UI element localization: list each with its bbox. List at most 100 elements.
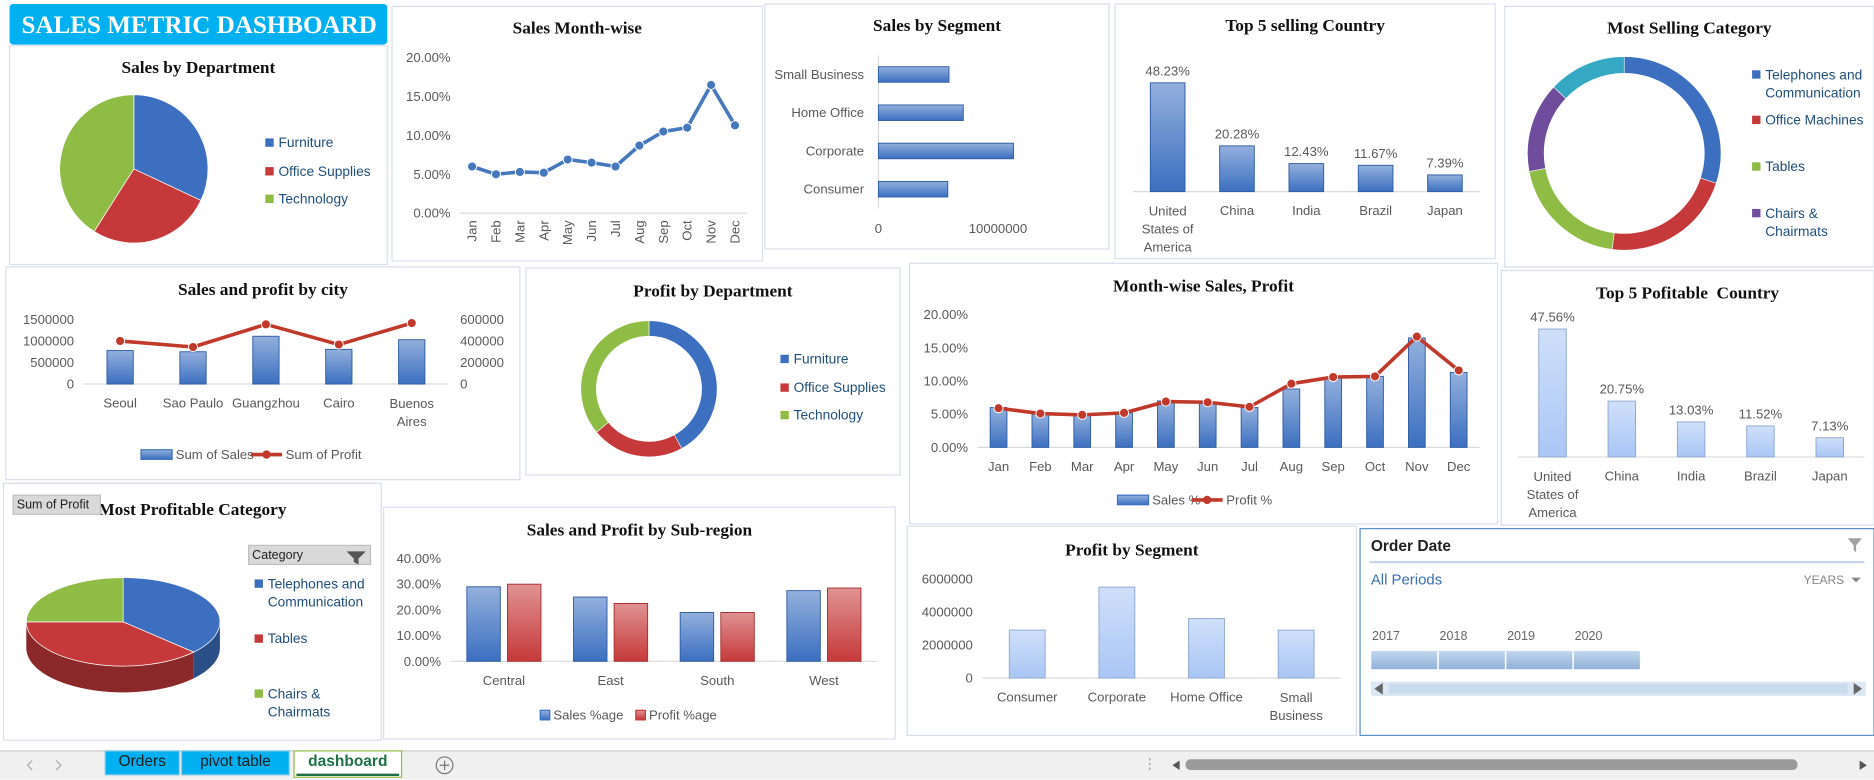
slice xyxy=(122,577,221,653)
y-tick-label: 2000000 xyxy=(922,637,973,652)
sheet-tab-label[interactable]: Orders xyxy=(119,753,167,770)
filter-button-label: Category xyxy=(252,548,304,562)
x-tick-label: Aug xyxy=(632,220,647,243)
sheet-tab[interactable] xyxy=(181,750,290,776)
y-tick-label: 0.00% xyxy=(413,206,451,221)
line-marker xyxy=(1411,331,1422,342)
y-tick-label: 20.00% xyxy=(406,50,451,65)
period-label: 2020 xyxy=(1575,629,1603,643)
bar xyxy=(573,596,608,662)
field-button[interactable] xyxy=(12,494,101,515)
slicer-level[interactable]: YEARS xyxy=(1804,573,1845,587)
bar xyxy=(989,407,1008,448)
slice xyxy=(93,168,202,244)
line-marker xyxy=(634,140,645,151)
x-tick-label: United States of America xyxy=(1527,469,1579,520)
bar xyxy=(1115,412,1133,448)
x-tick-label: Consumer xyxy=(997,690,1058,705)
slicer-selection[interactable]: All Periods xyxy=(1371,572,1442,589)
legend-label: Telephones and Communication xyxy=(1765,67,1862,100)
line-marker xyxy=(658,126,669,137)
x-tick-label: Corporate xyxy=(1088,690,1146,705)
legend-swatch xyxy=(1752,115,1761,125)
scroll-left[interactable] xyxy=(1374,682,1383,695)
legend-swatch xyxy=(1116,494,1150,506)
add-sheet-plus[interactable] xyxy=(439,760,450,771)
field-button-label: Sum of Profit xyxy=(17,498,90,512)
tab-prev[interactable] xyxy=(26,760,33,771)
tab-next[interactable] xyxy=(55,760,62,771)
x-tick-label: Nov xyxy=(1405,459,1429,474)
slice xyxy=(133,94,209,201)
hscroll-thumb[interactable] xyxy=(1185,759,1798,771)
scroll-right[interactable] xyxy=(1853,682,1863,695)
filter-icon[interactable] xyxy=(346,551,366,565)
hscroll-right[interactable] xyxy=(1859,760,1867,771)
bar xyxy=(877,180,949,198)
sheet-tab-label[interactable]: dashboard xyxy=(308,753,387,770)
legend-swatch xyxy=(1752,70,1761,79)
line-marker xyxy=(1035,408,1046,419)
clear-filter-icon[interactable] xyxy=(1847,538,1863,553)
bar xyxy=(877,66,950,83)
bar xyxy=(1188,618,1225,679)
x-tick-label: India xyxy=(1292,203,1321,218)
legend-label: Furniture xyxy=(278,135,333,150)
x-tick-label: Japan xyxy=(1427,203,1463,218)
y2-tick-label: 200000 xyxy=(460,355,504,370)
bar xyxy=(1538,328,1567,458)
x-tick-label: Cairo xyxy=(323,396,354,411)
line-marker xyxy=(1077,409,1088,420)
period-segment[interactable] xyxy=(1505,650,1574,671)
period-label: 2017 xyxy=(1372,629,1400,643)
legend-label: Sales % xyxy=(1152,492,1200,507)
y-tick-label: 1500000 xyxy=(23,312,74,327)
bar xyxy=(679,611,715,662)
sheet-tab[interactable] xyxy=(104,750,180,776)
add-sheet[interactable] xyxy=(435,756,454,775)
y-tick-label: 15.00% xyxy=(924,340,969,355)
sheet-tab[interactable] xyxy=(293,750,403,778)
level-dropdown[interactable] xyxy=(1851,577,1861,583)
y-tick-label: 15.00% xyxy=(406,89,451,104)
slicer-periods: 2017 2018 2019 2020 xyxy=(1370,629,1641,671)
y-tick-label: 10.00% xyxy=(924,374,969,389)
bar xyxy=(325,348,353,385)
legend-label: Sum of Sales xyxy=(176,447,254,462)
x-tick-label: Oct xyxy=(1365,459,1386,474)
x-tick-label: Jul xyxy=(1241,459,1258,474)
slice xyxy=(59,94,135,232)
chart-title: Profit by Department xyxy=(633,281,793,300)
x-tick-label: Sep xyxy=(1322,459,1345,474)
legend-marker xyxy=(1202,495,1212,505)
sheet-tab-label[interactable]: pivot table xyxy=(200,753,271,770)
period-segment[interactable] xyxy=(1370,650,1439,671)
filter-button[interactable] xyxy=(247,544,372,566)
timeline-scroll-thumb[interactable] xyxy=(1388,684,1848,694)
period-segment[interactable] xyxy=(1437,650,1506,671)
data-label: 20.75% xyxy=(1600,382,1645,397)
bar xyxy=(1282,388,1301,448)
line-marker xyxy=(706,79,717,90)
x-tick-label: Brazil xyxy=(1744,469,1777,484)
bar xyxy=(1676,421,1706,458)
period-segment[interactable] xyxy=(1572,650,1641,671)
bar xyxy=(786,590,821,662)
legend-swatch xyxy=(254,579,263,588)
hscroll-left[interactable] xyxy=(1172,760,1180,771)
legend-label: Technology xyxy=(278,191,348,206)
legend-swatch xyxy=(1752,162,1761,171)
bar xyxy=(1288,163,1325,193)
data-label: 11.52% xyxy=(1739,407,1783,422)
data-label: 7.39% xyxy=(1426,155,1464,170)
x-tick-label: Nov xyxy=(704,220,719,244)
y-tick-label: 5.00% xyxy=(413,167,451,182)
bar xyxy=(1149,82,1186,193)
y-tick-label: 6000000 xyxy=(922,571,973,586)
y-tick-label: 20.00% xyxy=(396,602,441,617)
chart-title: Sales and Profit by Sub-region xyxy=(527,520,753,539)
line-marker xyxy=(333,339,344,350)
x-tick-label: Sep xyxy=(656,220,671,243)
x-tick-label: 10000000 xyxy=(969,221,1027,236)
y2-tick-label: 0 xyxy=(460,377,467,392)
